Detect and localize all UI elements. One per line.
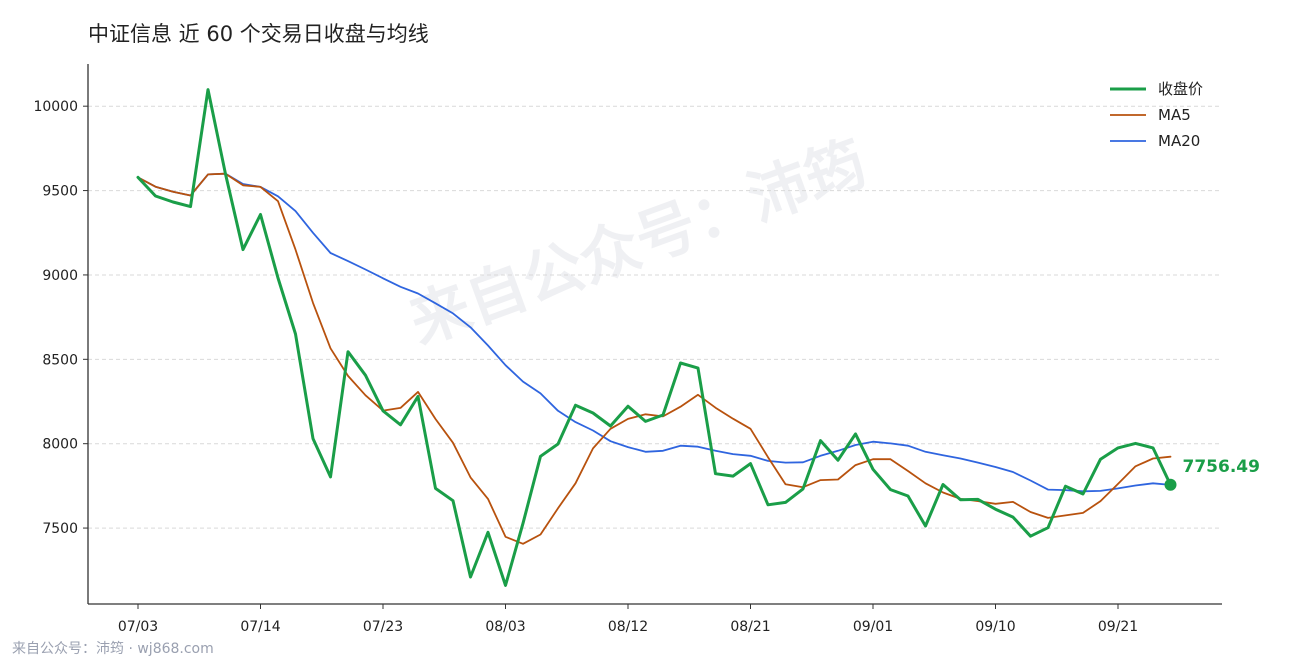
- x-tick-label: 09/01: [853, 619, 893, 635]
- y-tick-label: 7500: [42, 521, 78, 537]
- last-close-value-label: 7756.49: [1183, 457, 1260, 477]
- legend-label: MA20: [1158, 132, 1200, 150]
- x-tick-label: 07/03: [118, 619, 158, 635]
- legend-label: MA5: [1158, 106, 1191, 124]
- y-tick-label: 10000: [33, 99, 78, 115]
- x-tick-label: 07/23: [363, 619, 403, 635]
- y-tick-label: 8500: [42, 352, 78, 368]
- series-line-close: [136, 88, 1172, 587]
- x-tick-label: 09/10: [975, 619, 1015, 635]
- series-line-ma20: [137, 172, 1172, 493]
- x-tick-label: 08/12: [608, 619, 648, 635]
- chart-title: 中证信息 近 60 个交易日收盘与均线: [88, 22, 429, 46]
- legend-label: 收盘价: [1158, 80, 1203, 98]
- x-tick-label: 09/21: [1098, 619, 1138, 635]
- footer-credit: 来自公众号：沛筠 · wj868.com: [12, 641, 214, 657]
- y-tick-label: 9000: [42, 268, 78, 284]
- x-tick-label: 08/21: [730, 619, 770, 635]
- y-tick-label: 8000: [42, 437, 78, 453]
- legend: 收盘价 MA5 MA20: [1110, 80, 1203, 150]
- y-tick-label: 9500: [42, 184, 78, 200]
- last-close-point: [1164, 478, 1177, 491]
- watermark-text: 来自公众号：沛筠: [401, 128, 876, 358]
- x-tick-label: 07/14: [240, 619, 280, 635]
- series-line-ma5: [137, 172, 1172, 545]
- x-tick-label: 08/03: [485, 619, 525, 635]
